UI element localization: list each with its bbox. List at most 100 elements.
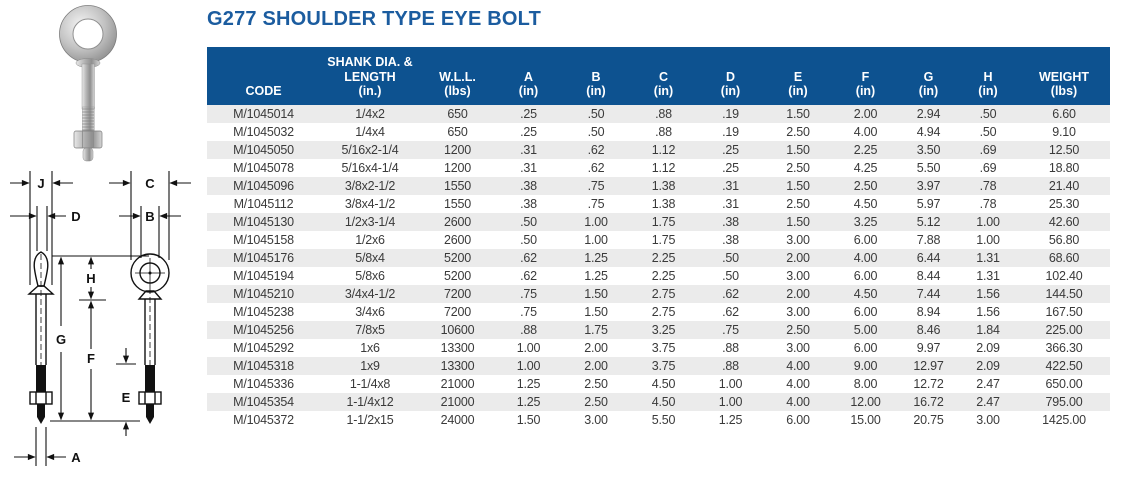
- cell-shank: 5/8x6: [355, 269, 385, 283]
- cell-code: M/1045078: [233, 161, 294, 175]
- cell-d: .19: [722, 125, 739, 139]
- cell-shank: 3/4x6: [355, 305, 385, 319]
- cell-e: 1.50: [786, 215, 810, 229]
- cell-h: 1.31: [976, 251, 1000, 265]
- cell-e: 1.50: [786, 143, 810, 157]
- cell-d: .62: [722, 287, 739, 301]
- cell-h: 3.00: [976, 413, 1000, 427]
- cell-d: .31: [722, 197, 739, 211]
- column-header: WEIGHT (lbs): [1018, 47, 1110, 105]
- table-row: M/1045210 3/4x4-1/2 7200 .75 1.50 2.75 .…: [207, 285, 1110, 303]
- side-view: J D: [10, 171, 81, 424]
- cell-b: .75: [587, 197, 605, 211]
- cell-g: 8.46: [916, 323, 941, 337]
- cell-shank: 5/8x4: [355, 251, 385, 265]
- column-header: W.L.L. (lbs): [420, 47, 495, 105]
- vertical-dimensions: G H F E A: [14, 255, 149, 466]
- table-row: M/1045014 1/4x2 650 .25 .50 .88 .19 1.50…: [207, 105, 1110, 123]
- table-row: M/1045354 1-1/4x12 21000 1.25 2.50 4.50 …: [207, 393, 1110, 411]
- cell-f: 4.00: [853, 251, 878, 265]
- cell-a: 1.25: [516, 395, 541, 409]
- cell-shank: 5/16x4-1/4: [341, 161, 399, 175]
- cell-e: 4.00: [786, 377, 810, 391]
- cell-f: 4.00: [853, 125, 878, 139]
- cell-code: M/1045096: [233, 179, 294, 193]
- cell-d: .62: [722, 305, 739, 319]
- dimension-label-b: B: [145, 209, 154, 224]
- column-header-label: G: [923, 69, 934, 84]
- table-row: M/1045112 3/8x4-1/2 1550 .38 .75 1.38 .3…: [207, 195, 1110, 213]
- cell-a: 1.50: [516, 413, 541, 427]
- cell-d: 1.25: [718, 413, 743, 427]
- cell-g: 12.72: [913, 377, 944, 391]
- cell-weight: 6.60: [1052, 107, 1076, 121]
- dimension-label-f: F: [87, 351, 95, 366]
- table-row: M/1045176 5/8x4 5200 .62 1.25 2.25 .50 2…: [207, 249, 1110, 267]
- cell-d: .88: [722, 341, 739, 355]
- cell-h: 1.00: [976, 233, 1000, 247]
- cell-a: .38: [520, 179, 537, 193]
- cell-c: 2.75: [651, 287, 676, 301]
- cell-a: .62: [520, 269, 537, 283]
- cell-f: 4.50: [853, 287, 878, 301]
- cell-e: 6.00: [786, 413, 810, 427]
- column-header: SHANK DIA. & LENGTH (in.): [320, 47, 420, 105]
- cell-f: 3.25: [853, 215, 878, 229]
- cell-weight: 795.00: [1045, 395, 1083, 409]
- cell-f: 4.25: [853, 161, 878, 175]
- cell-wll: 2600: [443, 215, 471, 229]
- cell-h: 1.31: [976, 269, 1000, 283]
- cell-wll: 650: [447, 125, 468, 139]
- cell-h: 2.47: [976, 377, 1000, 391]
- column-header: E (in): [764, 47, 832, 105]
- cell-d: .50: [722, 269, 739, 283]
- cell-shank: 1x9: [360, 359, 380, 373]
- cell-e: 2.00: [786, 251, 810, 265]
- cell-b: 1.50: [584, 305, 608, 319]
- cell-wll: 7200: [443, 305, 471, 319]
- spec-table: CODE SHANK DIA. & LENGTH (in.) W.L.L. (l…: [207, 47, 1110, 429]
- column-header-unit: (in): [788, 84, 808, 99]
- column-header: A (in): [495, 47, 562, 105]
- cell-wll: 10600: [440, 323, 475, 337]
- cell-b: 3.00: [584, 413, 608, 427]
- cell-a: 1.00: [516, 359, 541, 373]
- cell-shank: 3/8x4-1/2: [344, 197, 396, 211]
- column-header: H (in): [958, 47, 1018, 105]
- table-row: M/1045096 3/8x2-1/2 1550 .38 .75 1.38 .3…: [207, 177, 1110, 195]
- cell-code: M/1045292: [233, 341, 294, 355]
- cell-f: 8.00: [853, 377, 878, 391]
- cell-f: 2.00: [853, 107, 878, 121]
- cell-g: 2.94: [916, 107, 941, 121]
- cell-g: 20.75: [913, 413, 944, 427]
- cell-d: .38: [722, 215, 739, 229]
- cell-wll: 24000: [440, 413, 475, 427]
- cell-a: 1.25: [516, 377, 541, 391]
- cell-weight: 422.50: [1045, 359, 1083, 373]
- cell-b: .62: [587, 161, 605, 175]
- cell-shank: 7/8x5: [355, 323, 385, 337]
- cell-b: 2.50: [584, 377, 608, 391]
- cell-b: .75: [587, 179, 605, 193]
- cell-e: 2.50: [786, 197, 810, 211]
- cell-a: .31: [520, 143, 537, 157]
- column-header: B (in): [562, 47, 630, 105]
- cell-shank: 1/2x3-1/4: [344, 215, 396, 229]
- cell-code: M/1045336: [233, 377, 294, 391]
- cell-wll: 13300: [440, 341, 475, 355]
- cell-weight: 42.60: [1048, 215, 1080, 229]
- cell-wll: 1550: [443, 197, 471, 211]
- column-header-label: D: [725, 69, 736, 84]
- cell-code: M/1045176: [233, 251, 294, 265]
- cell-d: .50: [722, 251, 739, 265]
- column-header-label: CODE: [245, 84, 282, 99]
- cell-c: .88: [655, 107, 672, 121]
- cell-e: 3.00: [786, 269, 810, 283]
- cell-a: .50: [520, 233, 537, 247]
- table-row: M/1045292 1x6 13300 1.00 2.00 3.75 .88 3…: [207, 339, 1110, 357]
- cell-h: 1.56: [976, 287, 1000, 301]
- cell-e: 4.00: [786, 359, 810, 373]
- cell-e: 2.50: [786, 161, 810, 175]
- front-view: C B: [109, 171, 191, 424]
- table-row: M/1045032 1/4x4 650 .25 .50 .88 .19 2.50…: [207, 123, 1110, 141]
